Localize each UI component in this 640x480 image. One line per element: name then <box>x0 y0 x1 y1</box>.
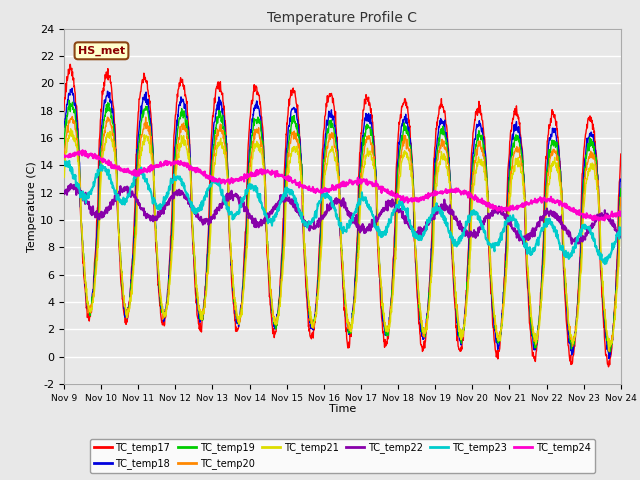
TC_temp23 <box>617 231 625 237</box>
TC_temp23 <box>318 191 326 197</box>
TC_temp24 <box>318 187 326 193</box>
TC_temp17 <box>617 151 625 157</box>
X-axis label: Time: Time <box>329 404 356 414</box>
TC_temp18 <box>378 297 385 303</box>
Line: TC_temp20: TC_temp20 <box>64 117 621 351</box>
TC_temp17 <box>378 306 385 312</box>
TC_temp19 <box>104 108 111 114</box>
TC_temp22 <box>378 211 385 216</box>
TC_temp22 <box>573 241 580 247</box>
TC_temp23 <box>126 187 134 193</box>
TC_temp20 <box>104 114 111 120</box>
TC_temp24 <box>297 183 305 189</box>
Text: HS_met: HS_met <box>78 46 125 56</box>
TC_temp19 <box>65 97 73 103</box>
TC_temp19 <box>378 285 385 291</box>
TC_temp24 <box>60 152 68 158</box>
TC_temp19 <box>60 145 68 151</box>
TC_temp22 <box>126 187 134 192</box>
TC_temp20 <box>60 158 68 164</box>
TC_temp23 <box>297 211 305 217</box>
Y-axis label: Temperature (C): Temperature (C) <box>28 161 37 252</box>
TC_temp18 <box>308 322 316 327</box>
Line: TC_temp18: TC_temp18 <box>64 88 621 359</box>
TC_temp17 <box>605 364 612 370</box>
TC_temp20 <box>605 348 613 354</box>
TC_temp17 <box>126 291 134 297</box>
TC_temp23 <box>601 261 609 267</box>
Line: TC_temp17: TC_temp17 <box>64 64 621 367</box>
TC_temp21 <box>126 295 134 300</box>
TC_temp17 <box>297 152 305 157</box>
TC_temp18 <box>60 124 68 130</box>
TC_temp19 <box>617 186 625 192</box>
TC_temp21 <box>318 235 326 240</box>
TC_temp18 <box>68 85 76 91</box>
TC_temp22 <box>67 181 75 187</box>
TC_temp23 <box>308 216 316 222</box>
TC_temp21 <box>104 130 111 136</box>
Title: Temperature Profile C: Temperature Profile C <box>268 11 417 25</box>
TC_temp19 <box>318 201 326 206</box>
TC_temp22 <box>60 189 68 194</box>
TC_temp18 <box>104 88 111 94</box>
TC_temp22 <box>104 208 111 214</box>
TC_temp21 <box>297 170 305 176</box>
TC_temp22 <box>617 234 625 240</box>
TC_temp20 <box>297 159 305 165</box>
TC_temp21 <box>60 172 68 178</box>
TC_temp21 <box>605 348 612 354</box>
TC_temp19 <box>126 293 134 299</box>
TC_temp24 <box>79 147 86 153</box>
Line: TC_temp23: TC_temp23 <box>64 161 621 264</box>
TC_temp21 <box>67 126 74 132</box>
TC_temp17 <box>318 154 326 160</box>
Line: TC_temp19: TC_temp19 <box>64 100 621 352</box>
TC_temp17 <box>308 331 316 336</box>
TC_temp18 <box>605 356 612 361</box>
TC_temp23 <box>104 168 111 174</box>
TC_temp24 <box>595 218 603 224</box>
TC_temp24 <box>126 169 134 175</box>
TC_temp18 <box>318 179 326 185</box>
TC_temp17 <box>60 108 68 113</box>
Line: TC_temp24: TC_temp24 <box>64 150 621 221</box>
TC_temp20 <box>308 320 316 325</box>
TC_temp24 <box>104 160 111 166</box>
TC_temp24 <box>378 186 385 192</box>
TC_temp24 <box>617 212 625 217</box>
TC_temp22 <box>297 213 305 218</box>
TC_temp21 <box>617 210 625 216</box>
Legend: TC_temp17, TC_temp18, TC_temp19, TC_temp20, TC_temp21, TC_temp22, TC_temp23, TC_: TC_temp17, TC_temp18, TC_temp19, TC_temp… <box>90 439 595 473</box>
TC_temp19 <box>308 323 316 329</box>
TC_temp20 <box>68 114 76 120</box>
TC_temp20 <box>126 299 134 305</box>
TC_temp20 <box>378 285 385 290</box>
TC_temp22 <box>318 213 326 218</box>
TC_temp17 <box>67 61 74 67</box>
TC_temp19 <box>297 156 305 162</box>
TC_temp21 <box>378 281 385 287</box>
TC_temp24 <box>308 186 316 192</box>
TC_temp18 <box>297 151 305 156</box>
TC_temp19 <box>606 349 614 355</box>
TC_temp23 <box>65 158 73 164</box>
Line: TC_temp21: TC_temp21 <box>64 129 621 351</box>
TC_temp18 <box>126 294 134 300</box>
TC_temp20 <box>318 215 326 221</box>
TC_temp23 <box>60 158 68 164</box>
TC_temp20 <box>617 194 625 200</box>
TC_temp18 <box>617 178 625 184</box>
TC_temp21 <box>308 324 316 329</box>
TC_temp22 <box>308 225 316 231</box>
TC_temp23 <box>378 234 385 240</box>
TC_temp17 <box>104 72 111 78</box>
Line: TC_temp22: TC_temp22 <box>64 184 621 244</box>
